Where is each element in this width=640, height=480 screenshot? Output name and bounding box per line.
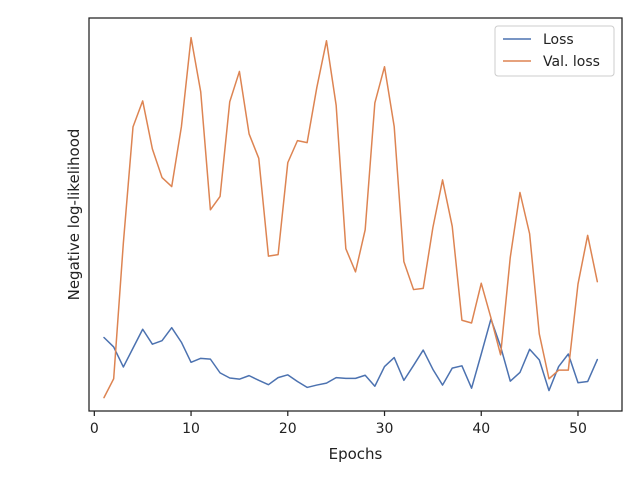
x-axis: 0 10 20 30 40 50 (90, 411, 587, 437)
x-tick-label: 10 (182, 421, 200, 437)
x-tick-label: 30 (376, 421, 394, 437)
plot-area (103, 36, 599, 399)
x-tick-label: 40 (472, 421, 490, 437)
x-tick-label: 50 (569, 421, 587, 437)
x-tick-label: 0 (90, 421, 99, 437)
series-line-val-loss (103, 36, 599, 399)
legend-label-loss: Loss (543, 32, 574, 48)
x-axis-title: Epochs (329, 445, 383, 463)
legend-label-val-loss: Val. loss (543, 54, 600, 70)
x-tick-label: 20 (279, 421, 297, 437)
legend: Loss Val. loss (494, 25, 615, 77)
plot-frame (88, 17, 623, 412)
y-axis-title: Negative log-likelihood (65, 129, 83, 301)
series-line-loss (103, 318, 599, 392)
